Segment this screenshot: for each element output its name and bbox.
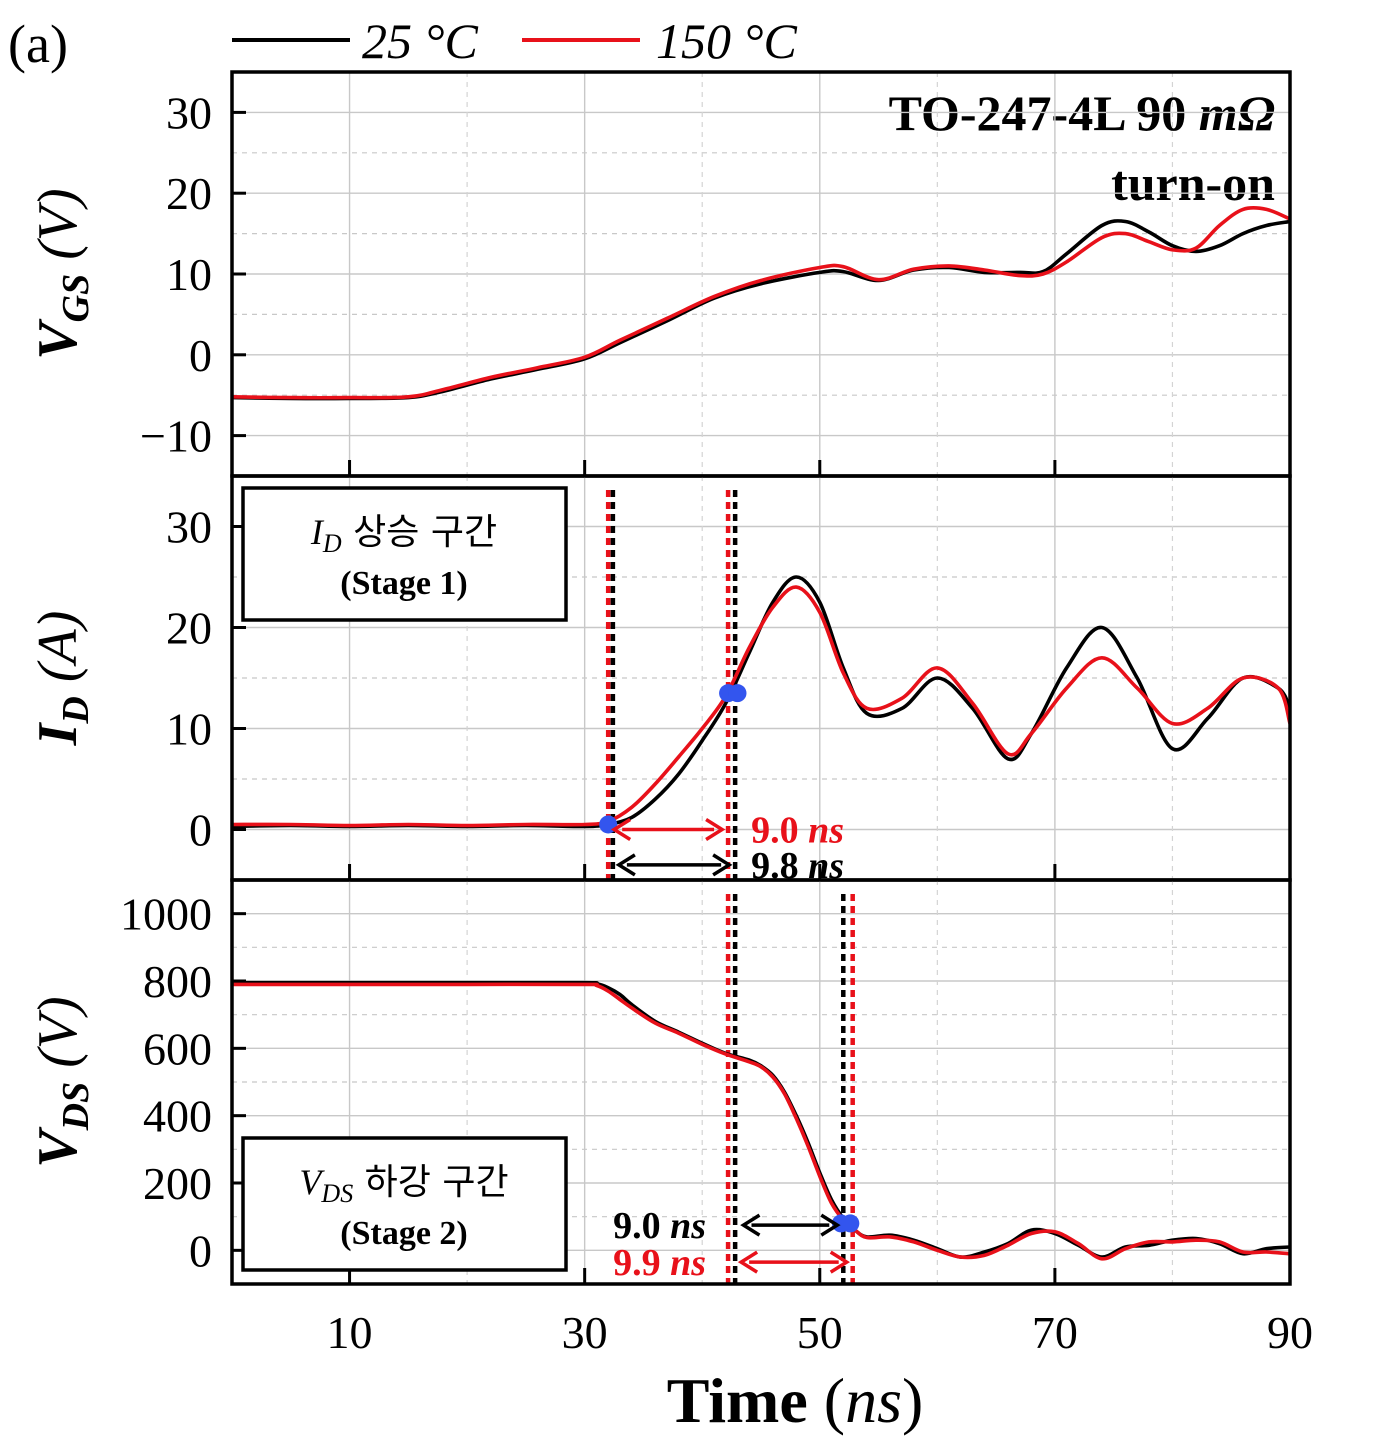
interval-arrowhead-right-vds [829, 1250, 850, 1274]
y-tick-label-vgs: −10 [140, 411, 212, 462]
y-tick-label-id: 20 [166, 603, 212, 654]
x-tick-label: 30 [562, 1307, 608, 1358]
y-axis-unit-vds: (V) [27, 996, 89, 1082]
stage-number-vds: (Stage 2) [340, 1215, 467, 1252]
interval-label-vds: 9.9 ns [613, 1242, 706, 1284]
stage-box-id [241, 486, 568, 622]
stage-subscript-vds: DS [320, 1179, 353, 1208]
interval-arrowhead-right-vds [820, 1213, 841, 1237]
stage-title-vds: VDS 하강 구간 [299, 1162, 508, 1208]
y-tick-label-vds: 200 [143, 1158, 212, 1209]
y-axis-title-vds: VDS (V) [27, 996, 97, 1167]
device-mode: turn-on [1111, 155, 1275, 211]
interval-label-vds: 9.0 ns [613, 1205, 706, 1247]
y-axis-symbol-vds: V [27, 1126, 89, 1168]
interval-label-id: 9.0 ns [751, 810, 844, 852]
interval-unit-vds: ns [670, 1205, 706, 1247]
x-axis-unit: ns [845, 1365, 902, 1436]
y-axis-subscript-id: D [55, 696, 97, 724]
y-tick-label-vds: 1000 [120, 889, 212, 940]
series-line-id-150c [232, 585, 1290, 828]
interval-unit-id: ns [808, 810, 844, 852]
y-tick-label-vgs: 20 [166, 168, 212, 219]
y-tick-label-vgs: 10 [166, 249, 212, 300]
y-tick-label-vgs: 0 [189, 330, 212, 381]
y-axis-symbol-id: I [27, 721, 89, 746]
x-tick-label: 50 [797, 1307, 843, 1358]
y-axis-title-vgs: VGS (V) [27, 188, 97, 359]
stage-number-id: (Stage 1) [340, 565, 467, 602]
y-axis-unit-id: (A) [27, 611, 89, 697]
interval-arrowhead-right-id [705, 818, 726, 841]
interval-unit-vds: ns [670, 1242, 706, 1284]
y-tick-label-vgs: 30 [166, 87, 212, 138]
series-line-vgs-25c [232, 219, 1290, 401]
y-tick-label-id: 10 [166, 704, 212, 755]
x-axis-label: Time [667, 1365, 808, 1436]
series-group-vds [232, 980, 1290, 1261]
y-axis-title-id: ID (A) [27, 611, 97, 747]
interval-arrowhead-left-id [610, 818, 632, 841]
series-group-vgs [232, 205, 1290, 401]
stage-text-vds: 하강 구간 [353, 1162, 508, 1203]
legend-label-150c: 150 °C [656, 13, 797, 69]
marker-point-id [728, 684, 747, 703]
stage-title-id: ID 상승 구간 [310, 512, 497, 558]
series-line-vds-150c [232, 982, 1290, 1261]
y-axis-subscript-vds: DS [55, 1082, 97, 1132]
interval-arrowhead-left-id [615, 853, 636, 877]
x-tick-label: 70 [1032, 1307, 1078, 1358]
x-axis-unit-close: ) [902, 1365, 923, 1436]
x-axis-title: Time (ns) [667, 1365, 924, 1436]
interval-arrowhead-left-vds [737, 1250, 759, 1274]
y-tick-label-vds: 0 [189, 1225, 212, 1276]
x-tick-label: 90 [1267, 1307, 1313, 1358]
stage-symbol-id: I [310, 512, 325, 552]
stage-subscript-id: D [322, 529, 342, 558]
interval-value-id: 9.0 [751, 810, 808, 852]
x-axis-unit-open: ( [808, 1365, 845, 1436]
series-group-id [232, 575, 1290, 829]
panel-vgs: −10 0 10 20 30 VGS (V) [27, 70, 1292, 478]
y-tick-label-id: 0 [189, 805, 212, 856]
y-axis-subscript-vgs: GS [55, 274, 97, 323]
plot-frame-vds [230, 878, 1292, 1286]
panel-label: (a) [8, 14, 68, 74]
x-tick-label: 10 [327, 1307, 373, 1358]
stage-box-vds [241, 1136, 568, 1272]
marker-point-vds [841, 1214, 860, 1233]
series-line-vgs-150c [232, 205, 1290, 400]
interval-value-vds: 9.9 [613, 1242, 670, 1284]
stage-symbol-vds: V [299, 1162, 325, 1202]
legend-label-25c: 25 °C [362, 13, 478, 69]
y-tick-label-id: 30 [166, 502, 212, 553]
y-tick-label-vds: 800 [143, 956, 212, 1007]
interval-arrowhead-left-vds [740, 1213, 761, 1237]
y-axis-symbol-vgs: V [27, 318, 89, 360]
legend: 25 °C 150 °C [232, 13, 797, 69]
interval-value-vds: 9.0 [613, 1205, 670, 1247]
y-tick-label-vds: 600 [143, 1023, 212, 1074]
y-tick-label-vds: 400 [143, 1091, 212, 1142]
stage-text-id: 상승 구간 [342, 512, 497, 553]
interval-arrowhead-right-id [712, 853, 733, 877]
y-axis-unit-vgs: (V) [27, 188, 89, 274]
